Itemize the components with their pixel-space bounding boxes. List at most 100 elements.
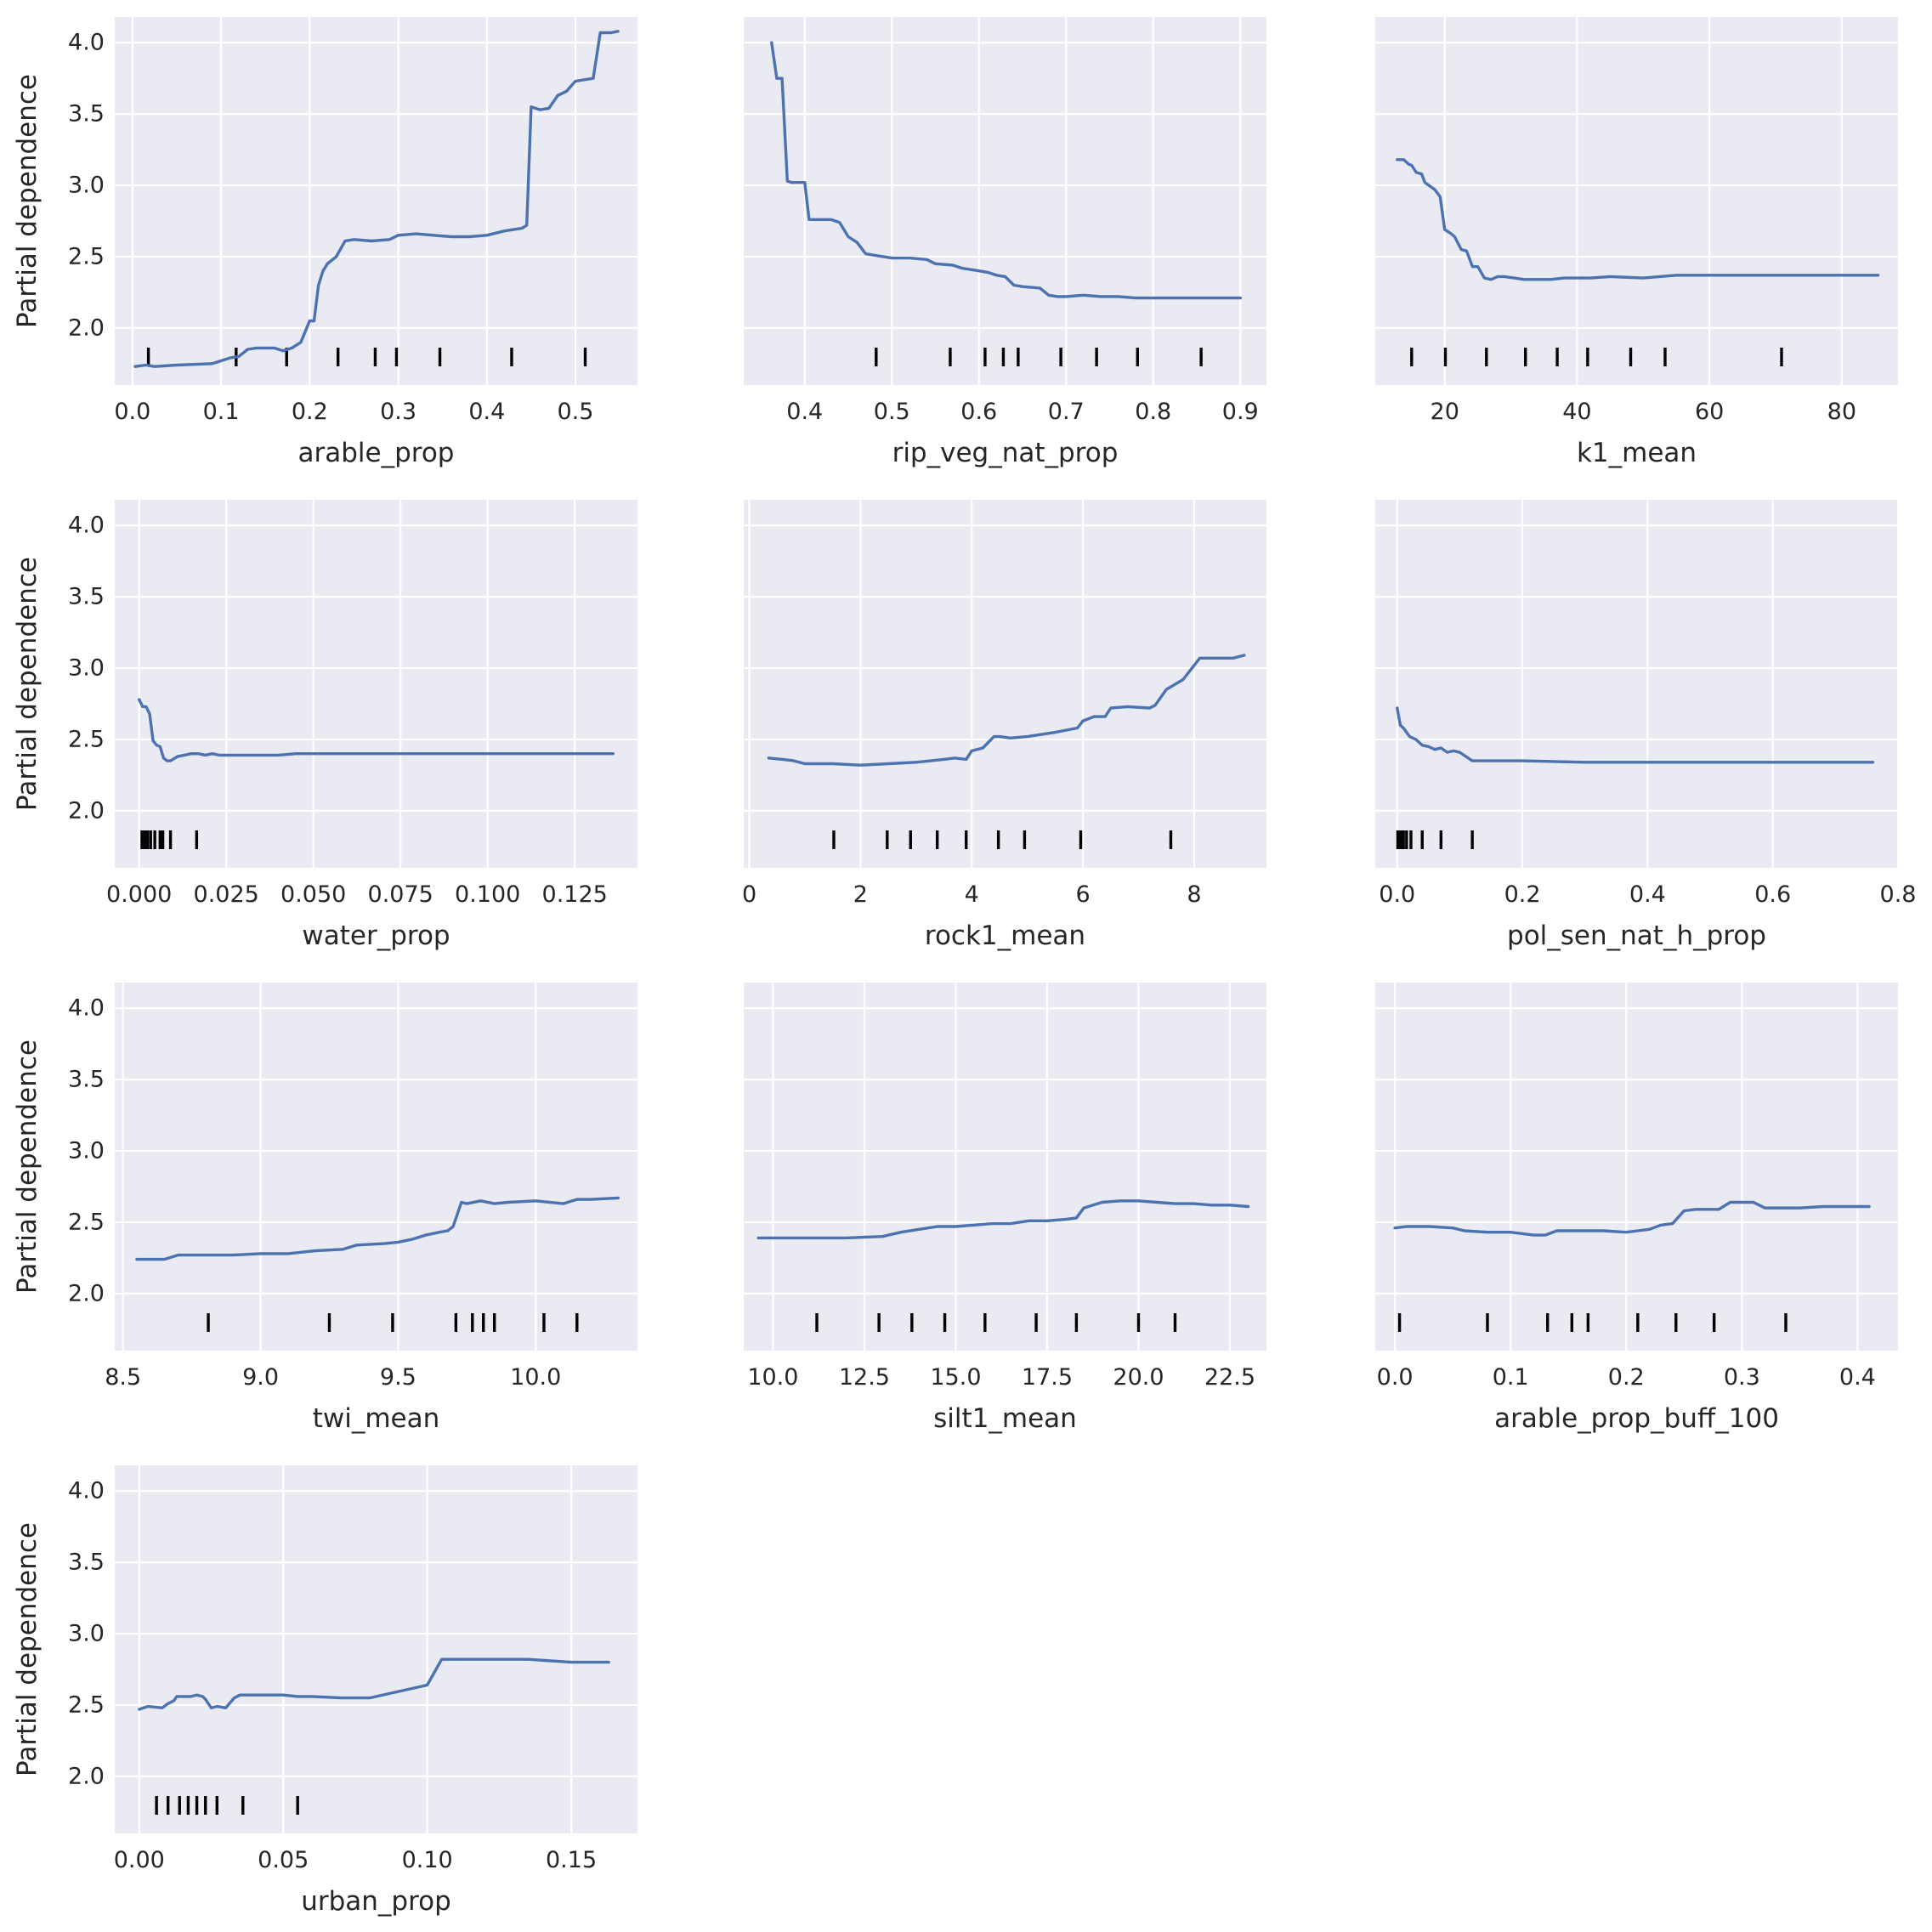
x-tick-label: 22.5 <box>1204 1364 1255 1391</box>
plot-area <box>115 1465 637 1833</box>
partial-dependence-line <box>1396 706 1875 764</box>
x-tick-label: 8.5 <box>105 1364 141 1391</box>
x-tick-label: 0.000 <box>106 881 172 908</box>
y-tick-label: 3.5 <box>68 101 105 127</box>
x-tick-label: 0.05 <box>258 1847 309 1873</box>
x-tick-label: 4 <box>965 881 979 908</box>
pd-panel-10: 2.0 2.5 3.0 3.5 4.0 0.00 0.05 0.10 0.15 urban_pro… <box>12 1465 637 1917</box>
partial-dependence-line <box>770 41 1243 300</box>
plot-area <box>1375 500 1898 868</box>
y-tick-label: 2.0 <box>68 1763 105 1789</box>
x-tick-label: 0.3 <box>1724 1364 1760 1391</box>
partial-dependence-line <box>1393 1200 1871 1237</box>
x-tick-label: 0.1 <box>203 399 240 425</box>
x-tick-label: 0.4 <box>786 399 823 425</box>
x-tick-label: 0.7 <box>1048 399 1085 425</box>
pd-panel-9: 0.0 0.1 0.2 0.3 0.4 arable_prop_buff_100 <box>1375 983 1898 1434</box>
x-tick-label: 0.15 <box>546 1847 597 1873</box>
x-tick-label: 0.2 <box>292 399 328 425</box>
pd-panel-8: 10.0 12.5 15.0 17.5 20.0 22.5 silt1_mean <box>744 983 1266 1434</box>
y-tick-label: 3.5 <box>68 584 105 610</box>
partial-dependence-line <box>767 654 1246 767</box>
y-tick-label: 2.5 <box>68 726 105 752</box>
x-axis-label: arable_prop <box>298 438 455 468</box>
x-axis-label: rip_veg_nat_prop <box>892 438 1119 468</box>
y-tick-label: 2.5 <box>68 1209 105 1235</box>
y-axis-label: Partial dependence <box>12 557 42 811</box>
x-axis-label: pol_sen_nat_h_prop <box>1507 921 1766 951</box>
x-tick-label: 0.2 <box>1608 1364 1645 1391</box>
x-axis-label: water_prop <box>302 921 450 951</box>
y-tick-label: 2.0 <box>68 797 105 824</box>
y-tick-label: 4.0 <box>68 30 105 56</box>
y-tick-label: 3.0 <box>68 1621 105 1647</box>
x-tick-label: 9.5 <box>380 1364 416 1391</box>
partial-dependence-line <box>138 1657 610 1711</box>
plot-area <box>744 17 1266 385</box>
x-tick-label: 0.5 <box>874 399 910 425</box>
x-tick-label: 0.025 <box>194 881 259 908</box>
x-tick-label: 0.4 <box>468 399 505 425</box>
pd-panel-3: 20 40 60 80 k1_mean <box>1375 17 1898 468</box>
y-axis-label: Partial dependence <box>12 1522 42 1776</box>
plot-area <box>744 500 1266 868</box>
x-tick-label: 0.1 <box>1493 1364 1529 1391</box>
x-tick-label: 0.4 <box>1629 881 1666 908</box>
plot-area <box>115 17 637 385</box>
pd-panel-1: 2.0 2.5 3.0 3.5 4.0 0.0 0.1 0.2 0.3 0.4 0.5 arable_… <box>12 17 637 468</box>
x-tick-label: 12.5 <box>839 1364 890 1391</box>
plot-area <box>744 983 1266 1351</box>
x-tick-label: 0.6 <box>960 399 997 425</box>
x-tick-label: 0.125 <box>542 881 608 908</box>
partial-dependence-line <box>756 1199 1250 1240</box>
x-tick-label: 6 <box>1076 881 1091 908</box>
x-tick-label: 80 <box>1827 399 1856 425</box>
y-tick-label: 4.0 <box>68 513 105 539</box>
x-tick-label: 0.075 <box>368 881 433 908</box>
x-tick-label: 0.2 <box>1504 881 1541 908</box>
x-tick-label: 20 <box>1431 399 1459 425</box>
x-tick-label: 15.0 <box>930 1364 981 1391</box>
x-tick-label: 0.4 <box>1839 1364 1876 1391</box>
x-tick-label: 17.5 <box>1022 1364 1073 1391</box>
partial-dependence-line <box>137 698 615 762</box>
x-tick-label: 0.050 <box>280 881 346 908</box>
x-tick-label: 9.0 <box>242 1364 279 1391</box>
x-tick-label: 0.100 <box>455 881 520 908</box>
x-tick-label: 0.00 <box>114 1847 165 1873</box>
x-tick-label: 40 <box>1562 399 1591 425</box>
plot-area <box>115 983 637 1351</box>
pd-panel-2: 0.4 0.5 0.6 0.7 0.8 0.9 rip_veg_nat_prop <box>744 17 1266 468</box>
x-tick-label: 60 <box>1695 399 1724 425</box>
partial-dependence-line <box>1395 158 1880 281</box>
y-tick-label: 3.0 <box>68 173 105 199</box>
x-axis-label: silt1_mean <box>933 1403 1077 1434</box>
y-axis-label: Partial dependence <box>12 74 42 328</box>
plot-area <box>1375 17 1898 385</box>
y-tick-label: 3.5 <box>68 1067 105 1093</box>
x-tick-label: 20.0 <box>1113 1364 1164 1391</box>
x-tick-label: 0.8 <box>1880 881 1917 908</box>
y-tick-label: 3.5 <box>68 1550 105 1576</box>
x-tick-label: 0.0 <box>1377 1364 1414 1391</box>
x-axis-label: twi_mean <box>313 1403 440 1434</box>
x-axis-label: k1_mean <box>1577 438 1697 468</box>
pd-panel-7: 2.0 2.5 3.0 3.5 4.0 8.5 9.0 9.5 10.0 twi_mean Part… <box>12 983 637 1434</box>
x-tick-label: 2 <box>853 881 868 908</box>
y-tick-label: 4.0 <box>68 995 105 1022</box>
y-tick-label: 2.5 <box>68 1691 105 1718</box>
partial-dependence-line <box>133 30 620 368</box>
partial-dependence-line <box>135 1196 620 1261</box>
plot-area <box>1375 983 1898 1351</box>
y-axis-label: Partial dependence <box>12 1040 42 1294</box>
x-tick-label: 0.8 <box>1135 399 1171 425</box>
x-tick-label: 0.0 <box>1379 881 1415 908</box>
x-axis-label: urban_prop <box>301 1886 451 1917</box>
pd-panel-6: 0.0 0.2 0.4 0.6 0.8 pol_sen_nat_h_prop <box>1375 500 1916 951</box>
y-tick-label: 2.0 <box>68 1280 105 1306</box>
y-tick-label: 3.0 <box>68 1138 105 1164</box>
y-tick-label: 2.0 <box>68 314 105 341</box>
y-tick-label: 3.0 <box>68 655 105 682</box>
x-tick-label: 0.0 <box>114 399 150 425</box>
